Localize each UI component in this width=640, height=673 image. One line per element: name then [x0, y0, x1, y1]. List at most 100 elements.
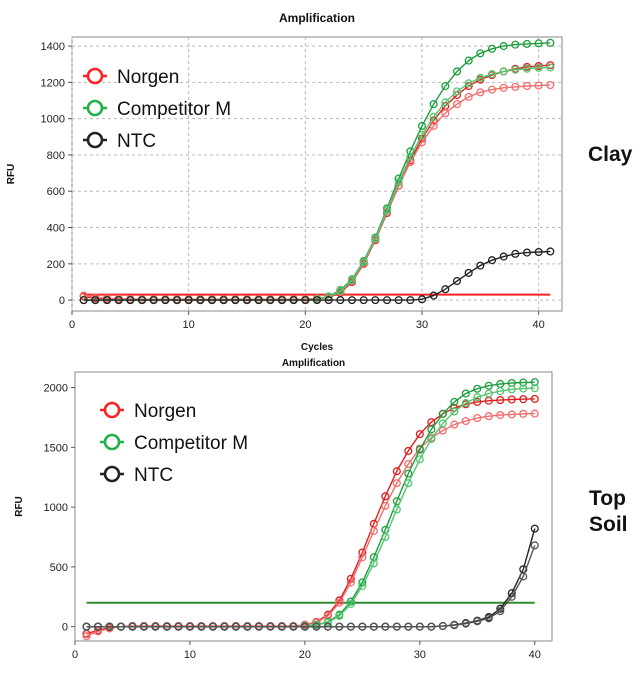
- chart1-series-5-point-4: [114, 296, 123, 305]
- chart2-series-6-point-31: [427, 622, 436, 631]
- chart1-series-5-point-24: [347, 296, 357, 305]
- chart2-series-3-point-26: [369, 553, 378, 562]
- chart2-series-6-point-10: [185, 622, 194, 631]
- chart2-series-6-point-5: [128, 622, 137, 631]
- chart1-legend-label-1: Norgen: [117, 67, 179, 88]
- chart2-series-6-point-28: [392, 622, 401, 631]
- chart2-ytick-label-0: 0: [62, 622, 68, 634]
- chart1-series-5-point-18: [277, 296, 287, 305]
- chart1-series-4-point-24: [347, 276, 357, 285]
- chart1-series-3-point-37: [499, 42, 508, 51]
- chart1-series-4-point-39: [522, 64, 532, 73]
- chart1-series-2-point-32: [441, 109, 450, 118]
- chart1-series-5-point-13: [219, 296, 228, 305]
- chart1-series-4-point-28: [394, 178, 403, 187]
- chart1-series-5-point-14: [231, 296, 240, 305]
- chart2-series-1-point-39: [519, 395, 528, 404]
- chart1-series-4-point-23: [336, 286, 345, 296]
- chart2-series-2-point-40: [530, 409, 539, 418]
- chart2-series-2-point-33: [450, 420, 459, 429]
- chart1-series-5-point-5: [126, 296, 135, 305]
- chart2-series-2-point-27: [381, 501, 390, 510]
- chart1-series-5-point-21: [312, 296, 322, 305]
- chart1-series-5-point-8: [161, 296, 170, 305]
- chart1-series-5-point-3: [102, 296, 112, 305]
- chart2-xtick-label-0: 0: [72, 649, 78, 661]
- chart2-title: Amplification: [282, 358, 345, 369]
- chart2-series-6-point-7: [151, 622, 160, 631]
- chart2-series-6-point-4: [116, 622, 126, 631]
- chart2-series-6-point-19: [289, 622, 298, 631]
- chart1-ytick-label-3: 600: [47, 186, 65, 198]
- chart1-series-5-point-2: [91, 296, 100, 305]
- top-soil-chart: 0 500 1000 1500 2000 0 10 20 30 40 Amplification RF…: [14, 358, 553, 661]
- chart2-series-6: [82, 541, 539, 631]
- chart1-series-3-point-34: [464, 56, 473, 65]
- chart2-series-1-point-29: [404, 446, 413, 455]
- chart2-legend-label-2: Competitor M: [134, 433, 248, 454]
- chart1-series-2-point-39: [522, 81, 532, 91]
- chart1-series-5-point-37: [499, 252, 508, 261]
- chart1-series-2-point-41: [546, 81, 555, 90]
- chart1-series-5-point-1: [79, 296, 88, 305]
- chart1-ytick-label-0: 0: [59, 295, 65, 307]
- chart2-series-2-point-28: [392, 479, 401, 488]
- chart1-series-4-point-30: [417, 130, 427, 140]
- chart2-legend-swatch-marker-2: [103, 433, 121, 451]
- chart2-series-6-point-8: [162, 622, 172, 631]
- chart2-series-6-point-21: [312, 622, 321, 631]
- chart2-series-6-line: [86, 545, 536, 628]
- chart1-series-5-point-35: [476, 261, 485, 270]
- chart2-series-4-point-37: [496, 387, 505, 396]
- chart2-series-6-point-20: [300, 622, 309, 631]
- chart2-series-4-point-33: [450, 407, 459, 416]
- chart1-series-4-point-37: [499, 67, 508, 76]
- chart1-series-3-point-35: [476, 49, 485, 58]
- chart2-series-6-point-2: [93, 622, 103, 631]
- chart2-series-1-point-27: [381, 492, 390, 501]
- chart1-series-2-point-40: [534, 81, 543, 90]
- chart2-series-2-point-25: [358, 553, 367, 562]
- chart2-series-6-point-18: [277, 622, 286, 631]
- chart1-series-5: [79, 247, 555, 305]
- chart1-x-axis-label: Cycles: [301, 342, 334, 353]
- chart2-series-2-point-23: [335, 598, 344, 607]
- chart2-xtick-label-4: 40: [529, 649, 541, 661]
- chart2-plot-area: [74, 371, 553, 642]
- chart2-series-6-point-32: [438, 622, 447, 631]
- chart1-series-4-point-41: [546, 63, 555, 72]
- chart1-series-2-point-31: [429, 121, 438, 130]
- chart2-series-2-point-37: [496, 410, 505, 420]
- chart2-series-6-point-15: [243, 622, 252, 631]
- chart1-series-5-point-31: [429, 291, 438, 300]
- chart1-series-2-point-36: [487, 85, 497, 94]
- chart2-series-4-point-40: [530, 384, 539, 393]
- chart1-series-5-point-7: [149, 296, 158, 305]
- chart2-series-6-point-6: [139, 622, 149, 631]
- chart1-series-3-point-33: [452, 67, 462, 76]
- chart1-series-5-point-15: [242, 296, 252, 305]
- chart2-ytick-label-2: 1000: [44, 502, 68, 514]
- chart1-series-5-point-29: [406, 296, 415, 305]
- chart1-series-5-point-6: [137, 296, 147, 305]
- chart2-series-4-point-25: [358, 581, 367, 591]
- chart2-series-6-point-23: [335, 622, 344, 631]
- chart1-xtick-label-2: 20: [299, 319, 311, 331]
- chart2-series-1-point-38: [507, 395, 516, 404]
- chart1-series-5-point-23: [336, 296, 345, 305]
- chart2-series-2-point-29: [404, 460, 413, 469]
- chart1-series-4-point-27: [382, 206, 392, 215]
- chart1-series-5-point-32: [441, 285, 450, 294]
- chart2-series-4-point-24: [346, 599, 355, 608]
- chart2-legend-label-1: Norgen: [134, 401, 196, 422]
- chart1-series-2-point-33: [452, 100, 462, 109]
- chart1-ytick-label-1: 200: [47, 259, 65, 271]
- chart1-series-5-point-30: [417, 295, 427, 304]
- chart2-legend-swatch-marker-1: [103, 401, 121, 419]
- chart1-series-5-point-10: [184, 296, 193, 305]
- chart2-series-6-point-14: [231, 622, 240, 631]
- chart2-series-3-point-36: [484, 381, 493, 390]
- chart2-series-6-point-26: [369, 622, 378, 631]
- chart1-series-3-point-40: [534, 39, 543, 48]
